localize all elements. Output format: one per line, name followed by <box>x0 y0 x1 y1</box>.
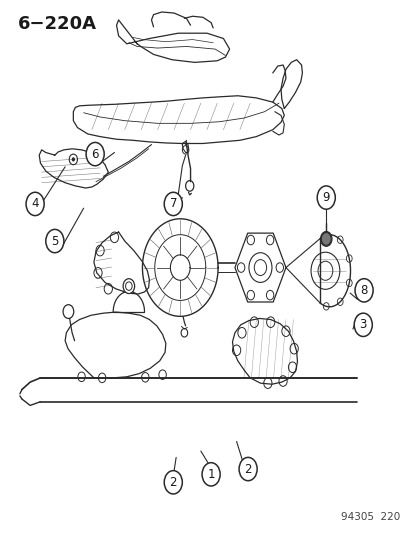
Circle shape <box>354 279 372 302</box>
Text: 94305  220: 94305 220 <box>340 512 399 522</box>
Text: 5: 5 <box>51 235 58 247</box>
Circle shape <box>320 231 331 246</box>
Text: 2: 2 <box>244 463 251 475</box>
Circle shape <box>316 186 335 209</box>
Circle shape <box>86 142 104 166</box>
Circle shape <box>71 157 75 161</box>
Circle shape <box>63 305 74 318</box>
Circle shape <box>238 457 256 481</box>
Circle shape <box>354 313 371 336</box>
Text: 6: 6 <box>91 148 99 160</box>
Text: 2: 2 <box>169 476 177 489</box>
Text: 9: 9 <box>322 191 329 204</box>
Circle shape <box>164 471 182 494</box>
Circle shape <box>164 192 182 216</box>
Circle shape <box>202 463 220 486</box>
Text: 6−220A: 6−220A <box>18 15 97 33</box>
Text: 4: 4 <box>31 197 39 211</box>
Text: 3: 3 <box>359 318 366 332</box>
Circle shape <box>320 232 330 245</box>
Circle shape <box>46 229 64 253</box>
Circle shape <box>123 279 134 294</box>
Text: 1: 1 <box>207 468 214 481</box>
Text: 8: 8 <box>360 284 367 297</box>
Circle shape <box>26 192 44 216</box>
Text: 7: 7 <box>169 197 177 211</box>
